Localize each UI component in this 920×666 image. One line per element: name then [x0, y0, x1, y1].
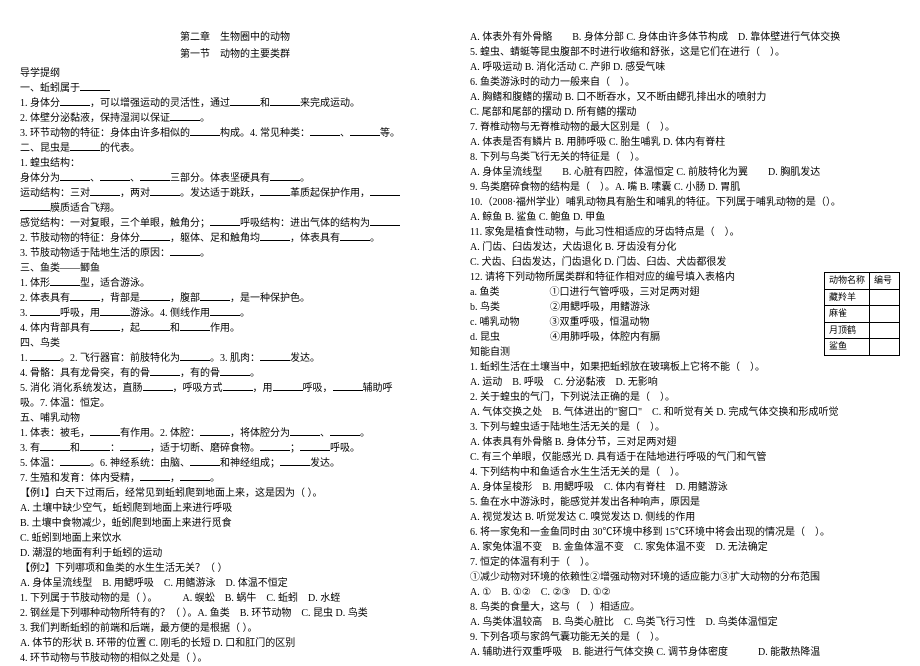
table-row: 藏羚羊 [824, 289, 869, 306]
text-line: 8. 鸟类的食量大，这与（ ）相适应。 [470, 600, 900, 615]
text-line: 4. 体内背部具有，起和作用。 [20, 321, 450, 336]
text-line: 【例1】白天下过雨后，经常见到蚯蚓爬到地面上来，这是因为（ ）。 [20, 486, 450, 501]
text-line: 3. 下列与蝗虫适于陆地生活无关的是（ ）。 [470, 420, 900, 435]
text-line: d. 昆虫 ④用肺呼吸，体腔内有膈 [470, 330, 818, 345]
text-line: 三、鱼类——鲫鱼 [20, 261, 450, 276]
text-line: 4. 下列结构中和鱼适合水生生活无关的是（ ）。 [470, 465, 900, 480]
text-line: 3. 呼吸，用游泳。4. 侧线作用。 [20, 306, 450, 321]
text-line: 3. 我们判断蚯蚓的前端和后端，最方便的是根据（ ）。 [20, 621, 450, 636]
text-line: 2. 体壁分泌黏液，保持湿润以保证。 [20, 111, 450, 126]
text-line: 1. 身体分，可以增强运动的灵活性，通过和来完成运动。 [20, 96, 450, 111]
text-line: 五、哺乳动物 [20, 411, 450, 426]
table-header-id: 编号 [870, 273, 900, 290]
left-column: 第二章 生物圈中的动物 第一节 动物的主要类群 导学提纲一、蚯蚓属于1. 身体分… [20, 30, 450, 666]
text-line: 12. 请将下列动物所属类群和特征作相对应的编号填入表格内 [470, 270, 818, 285]
text-line: 1. 。2. 飞行器官：前肢特化为。3. 肌肉：发达。 [20, 351, 450, 366]
text-line: 【例2】下列哪项和鱼类的水生生活无关？（ ） [20, 561, 450, 576]
text-line: A. 胸鳍和腹鳍的摆动 B. 口不断吞水，又不断由鳃孔排出水的喷射力 [470, 90, 900, 105]
text-line: 7. 恒定的体温有利于（ ）。 [470, 555, 900, 570]
text-line: A. 门齿、臼齿发达，犬齿退化 B. 牙齿没有分化 [470, 240, 900, 255]
text-line: 2. 钢丝是下列哪种动物所特有的？（ ）。A. 鱼类 B. 环节动物 C. 昆虫… [20, 606, 450, 621]
text-line: c. 哺乳动物 ③双重呼吸，恒温动物 [470, 315, 818, 330]
text-line: D. 潮湿的地面有利于蚯蚓的运动 [20, 546, 450, 561]
text-line: 2. 节肢动物的特征：身体分，躯体、足和触角均，体表具有。 [20, 231, 450, 246]
text-line: b. 鸟类 ②用鳃呼吸，用鳍游泳 [470, 300, 818, 315]
text-line: C. 尾部和尾部的摆动 D. 所有鳍的摆动 [470, 105, 900, 120]
text-line: 4. 环节动物与节肢动物的相似之处是（ ）。 [20, 651, 450, 666]
text-line: 5. 体温：。6. 神经系统：由脑、和神经组成；发达。 [20, 456, 450, 471]
chapter-title: 第二章 生物圈中的动物 [20, 30, 450, 45]
text-line: 10.（2008·福州学业）哺乳动物具有胎生和哺乳的特征。下列属于哺乳动物的是（… [470, 195, 900, 210]
section-title: 第一节 动物的主要类群 [20, 47, 450, 62]
text-line: 二、昆虫是的代表。 [20, 141, 450, 156]
text-line: A. 土壤中缺少空气，蚯蚓爬到地面上来进行呼吸 [20, 501, 450, 516]
text-line: 膜质适合飞翔。 [20, 201, 450, 216]
text-line: 1. 体表：被毛，有作用。2. 体腔：，将体腔分为、。 [20, 426, 450, 441]
text-line: 一、蚯蚓属于 [20, 81, 450, 96]
text-line: 5. 蝗虫、蜻蜓等昆虫腹部不时进行收缩和舒张，这是它们在进行（ ）。 [470, 45, 900, 60]
text-line: 6. 鱼类游泳时的动力一般来自（ ）。 [470, 75, 900, 90]
text-line: 四、鸟类 [20, 336, 450, 351]
text-line: A. 体表具有外骨骼 B. 身体分节，三对足两对翅 [470, 435, 900, 450]
text-line: 3. 节肢动物适于陆地生活的原因：。 [20, 246, 450, 261]
text-line: A. 呼吸运动 B. 消化活动 C. 产卵 D. 感受气味 [470, 60, 900, 75]
text-line: a. 鱼类 ①口进行气管呼吸，三对足两对翅 [470, 285, 818, 300]
text-line: A. 辅助进行双重呼吸 B. 能进行气体交换 C. 调节身体密度 D. 能散热降… [470, 645, 900, 660]
text-line: 3. 有和：，适于切断、磨碎食物。；呼吸。 [20, 441, 450, 456]
text-line: ①减少动物对环境的依赖性②增强动物对环境的适应能力③扩大动物的分布范围 [470, 570, 900, 585]
text-line: A. 视觉发达 B. 听觉发达 C. 嗅觉发达 D. 侧线的作用 [470, 510, 900, 525]
text-line: 导学提纲 [20, 66, 450, 81]
text-line: A. 体表是否有鳞片 B. 用肺呼吸 C. 胎生哺乳 D. 体内有脊柱 [470, 135, 900, 150]
text-line: A. 体节的形状 B. 环带的位置 C. 刚毛的长短 D. 口和肛门的区别 [20, 636, 450, 651]
table-row: 鲨鱼 [824, 339, 869, 356]
text-line: A. 气体交换之处 B. 气体进出的"窗口" C. 和听觉有关 D. 完成气体交… [470, 405, 900, 420]
text-line: 1. 下列属于节肢动物的是（ ）。 A. 蜈蚣 B. 蜗牛 C. 蚯蚓 D. 水… [20, 591, 450, 606]
text-line: 6. 将一家兔和一金鱼同时由 30℃环境中移到 15℃环境中将会出现的情况是（ … [470, 525, 900, 540]
text-line: 感觉结构：一对复眼，三个单眼，触角分；呼吸结构：进出气体的结构为 [20, 216, 450, 231]
text-line: A. 运动 B. 呼吸 C. 分泌黏液 D. 无影响 [470, 375, 900, 390]
text-line: 1. 体形型，适合游泳。 [20, 276, 450, 291]
right-column: A. 体表外有外骨骼 B. 身体分部 C. 身体由许多体节构成 D. 靠体壁进行… [470, 30, 900, 666]
text-line: A. ① B. ①② C. ②③ D. ①② [470, 585, 900, 600]
text-line: 身体分为、、三部分。体表坚硬具有。 [20, 171, 450, 186]
text-line: C. 蚯蚓到地面上来饮水 [20, 531, 450, 546]
text-line: 9. 下列各项与家鸽气囊功能无关的是（ ）。 [470, 630, 900, 645]
text-line: A. 鲸鱼 B. 鲨鱼 C. 鲍鱼 D. 甲鱼 [470, 210, 900, 225]
table-header-name: 动物名称 [824, 273, 869, 290]
text-line: C. 犬齿、臼齿发达，门齿退化 D. 门齿、臼齿、犬齿都很发 [470, 255, 900, 270]
text-line: A. 体表外有外骨骼 B. 身体分部 C. 身体由许多体节构成 D. 靠体壁进行… [470, 30, 900, 45]
text-line: 知能自测 [470, 345, 818, 360]
text-line: 9. 鸟类磨碎食物的结构是（ ）。A. 嘴 B. 嗉囊 C. 小肠 D. 胃肌 [470, 180, 900, 195]
text-line: A. 身体呈梭形 B. 用鳃呼吸 C. 体内有脊柱 D. 用鳍游泳 [470, 480, 900, 495]
text-line: 11. 家兔是植食性动物，与此习性相适应的牙齿特点是（ ）。 [470, 225, 900, 240]
text-line: 2. 关于蝗虫的气门，下列说法正确的是（ ）。 [470, 390, 900, 405]
text-line: 3. 环节动物的特征：身体由许多相似的构成。4. 常见种类：、等。 [20, 126, 450, 141]
table-row: 麻雀 [824, 306, 869, 323]
text-line: 8. 下列与鸟类飞行无关的特征是（ ）。 [470, 150, 900, 165]
text-line: A. 鸟类体温较高 B. 鸟类心脏比 C. 鸟类飞行习性 D. 鸟类体温恒定 [470, 615, 900, 630]
text-line: A. 身体呈流线型 B. 心脏有四腔，体温恒定 C. 前肢特化为翼 D. 胸肌发… [470, 165, 900, 180]
text-line: 5. 鱼在水中游泳时，能感觉并发出各种响声，原因是 [470, 495, 900, 510]
table-row: 月顶鹤 [824, 322, 869, 339]
text-line: 1. 蝗虫结构： [20, 156, 450, 171]
text-line: 运动结构：三对，两对。发达适于跳跃，革质起保护作用， [20, 186, 450, 201]
text-line: 7. 脊椎动物与无脊椎动物的最大区别是（ ）。 [470, 120, 900, 135]
text-line: 2. 体表具有，背部是，腹部，是一种保护色。 [20, 291, 450, 306]
text-line: B. 土壤中食物减少，蚯蚓爬到地面上来进行觅食 [20, 516, 450, 531]
text-line: 7. 生殖和发育：体内受精，，。 [20, 471, 450, 486]
text-line: 5. 消化 消化系统发达，直肠，呼吸方式，用呼吸，辅助呼 [20, 381, 450, 396]
text-line: 吸。7. 体温：恒定。 [20, 396, 450, 411]
text-line: C. 有三个单眼，仅能感光 D. 具有适于在陆地进行呼吸的气门和气管 [470, 450, 900, 465]
text-line: 4. 骨骼：具有龙骨突，有的骨，有的骨。 [20, 366, 450, 381]
animal-table: 动物名称编号 藏羚羊 麻雀 月顶鹤 鲨鱼 [824, 272, 900, 356]
text-line: A. 家兔体温不变 B. 金鱼体温不变 C. 家兔体温不变 D. 无法确定 [470, 540, 900, 555]
text-line: A. 身体呈流线型 B. 用鳃呼吸 C. 用鳍游泳 D. 体温不恒定 [20, 576, 450, 591]
text-line: 1. 蚯蚓生活在土壤当中，如果把蚯蚓放在玻璃板上它将不能（ ）。 [470, 360, 900, 375]
